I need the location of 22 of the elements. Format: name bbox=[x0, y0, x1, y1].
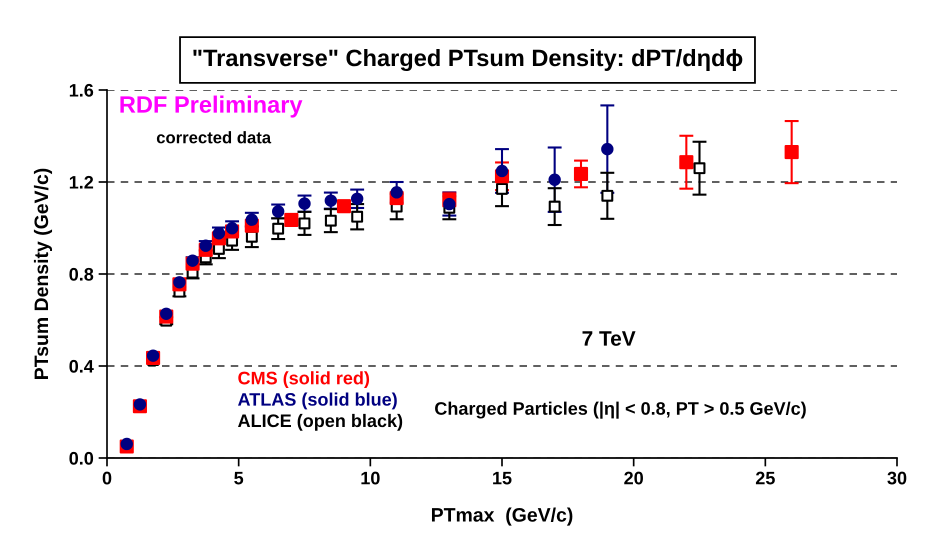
y-tick-label: 0.0 bbox=[69, 452, 94, 465]
annotation: 7 TeV bbox=[582, 331, 636, 346]
text: CMS (solid red) bbox=[238, 371, 370, 388]
text: ALICE (open black) bbox=[238, 414, 402, 431]
y-tick-label: 0.4 bbox=[69, 360, 94, 373]
x-tick-label: 10 bbox=[361, 472, 380, 484]
x-tick-label: 30 bbox=[887, 472, 906, 484]
x-tick-label: 20 bbox=[624, 472, 643, 484]
x-axis-title: PTmax (GeV/c) bbox=[432, 507, 572, 526]
text: ATLAS (solid blue) bbox=[238, 392, 397, 410]
annotation: RDF Preliminary bbox=[120, 96, 302, 118]
x-tick-label: 25 bbox=[756, 472, 775, 484]
y-tick-label: 1.6 bbox=[70, 84, 94, 97]
x-tick-label: 0 bbox=[102, 472, 112, 484]
y-tick-label: 1.2 bbox=[70, 176, 94, 189]
y-tick-label: 0.8 bbox=[69, 268, 94, 281]
annotation: Charged Particles (|η| < 0.8, PT > 0.5 GeV/c) bbox=[435, 402, 806, 419]
x-tick-label: 5 bbox=[234, 472, 244, 484]
x-tick-label: 15 bbox=[493, 472, 512, 484]
annotation: corrected data bbox=[156, 131, 272, 144]
chart-title: "Transverse" Charged PTsum Density: dPT/dηdϕ bbox=[193, 48, 742, 72]
y-axis-title: PTsum Density (GeV/c) bbox=[34, 168, 52, 379]
